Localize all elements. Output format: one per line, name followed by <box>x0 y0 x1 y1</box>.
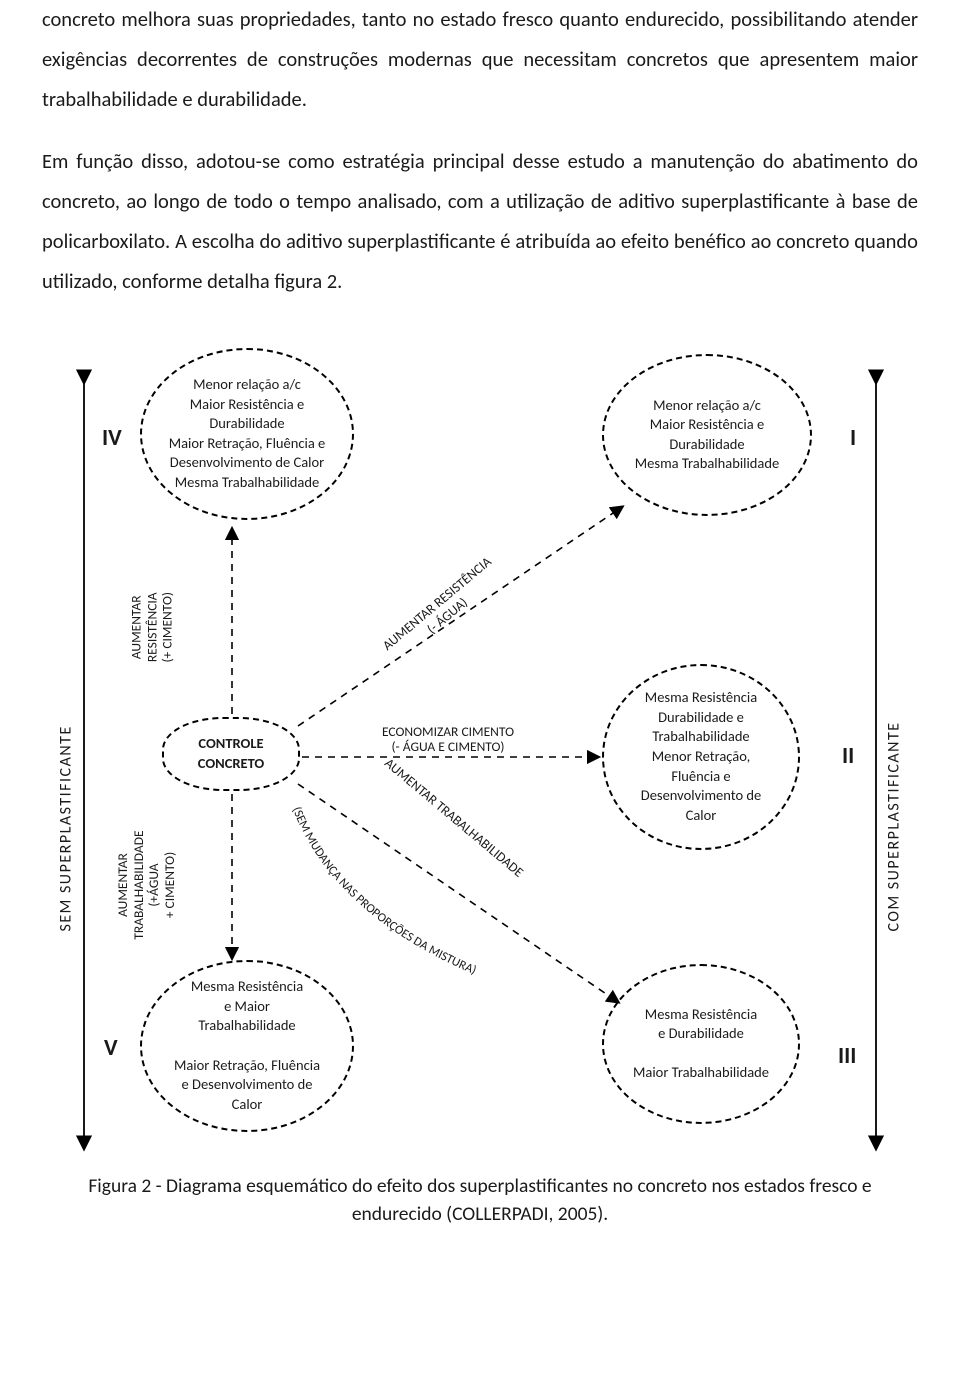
axis-left-label: SEM SUPERPLASTIFICANTE <box>57 691 76 931</box>
node-center-text: CONTROLE CONCRETO <box>198 734 264 773</box>
node-iii-text: Mesma Resistência e Durabilidade Maior T… <box>633 1005 769 1083</box>
node-iv: Menor relação a/c Maior Resistência e Du… <box>140 348 354 520</box>
figure-caption: Figura 2 - Diagrama esquemático do efeit… <box>42 1172 918 1229</box>
svg-text:(SEM MUDANÇA NAS PROPORÇÕES DA: (SEM MUDANÇA NAS PROPORÇÕES DA MISTURA) <box>289 804 479 977</box>
label-iv: IV <box>102 424 122 452</box>
label-iii: III <box>838 1042 856 1070</box>
node-ii-text: Mesma Resistência Durabilidade e Trabalh… <box>641 688 761 825</box>
node-iii: Mesma Resistência e Durabilidade Maior T… <box>602 964 800 1124</box>
node-v-text: Mesma Resistência e Maior Trabalhabilida… <box>174 977 320 1114</box>
diagram: (SEM MUDANÇA NAS PROPORÇÕES DA MISTURA) … <box>42 342 918 1162</box>
node-i-text: Menor relação a/c Maior Resistência e Du… <box>635 396 779 474</box>
node-center: CONTROLE CONCRETO <box>162 717 300 791</box>
edge-label-c-v: AUMENTARTRABALHABILIDADE(+ÁGUA+ CIMENTO) <box>115 765 177 1005</box>
paragraph-2: Em função disso, adotou-se como estratég… <box>42 142 918 302</box>
node-iv-text: Menor relação a/c Maior Resistência e Du… <box>169 375 326 492</box>
node-ii: Mesma Resistência Durabilidade e Trabalh… <box>602 664 800 850</box>
label-v: V <box>104 1034 118 1062</box>
edge-label-c-iv: AUMENTARRESISTÊNCIA(+ CIMENTO) <box>129 507 176 747</box>
label-i: I <box>850 424 856 452</box>
axis-right-label: COM SUPERPLASTIFICANTE <box>885 691 904 931</box>
node-i: Menor relação a/c Maior Resistência e Du… <box>602 354 812 516</box>
paragraph-1: concreto melhora suas propriedades, tant… <box>42 0 918 120</box>
label-ii: II <box>842 742 854 770</box>
